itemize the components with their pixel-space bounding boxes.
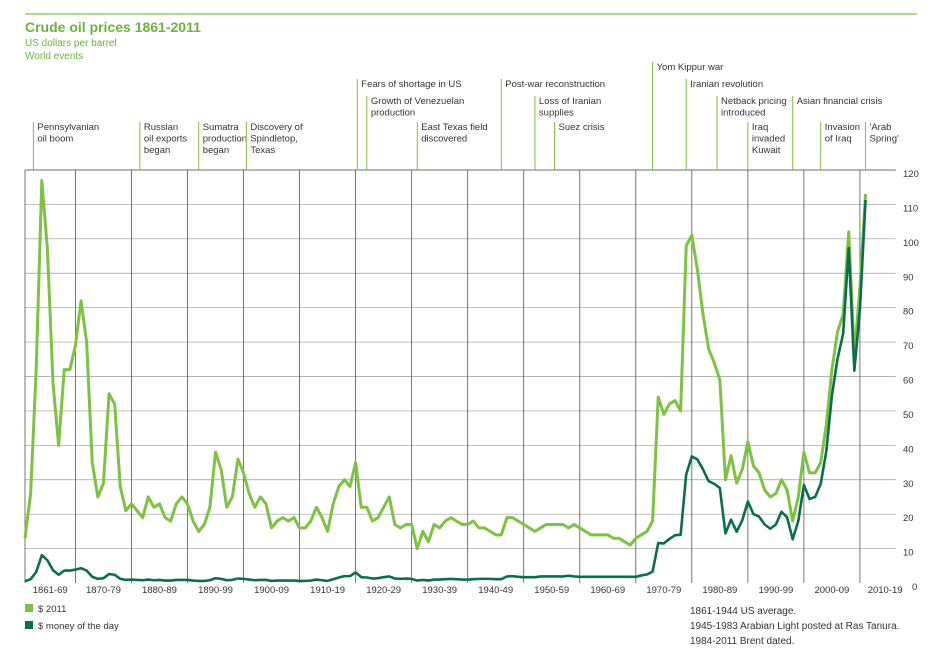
y-tick-label: 110	[903, 203, 918, 214]
event-label: production	[203, 134, 247, 145]
event-label: Kuwait	[752, 145, 781, 156]
y-tick-label: 70	[903, 341, 914, 352]
event-label: Iraq	[752, 122, 768, 133]
x-tick-label: 1930-39	[422, 585, 457, 596]
y-tick-label: 100	[903, 238, 919, 249]
x-tick-label: 1970-79	[646, 585, 681, 596]
event-label: Invasion	[825, 122, 860, 133]
y-tick-label: 20	[903, 513, 914, 524]
x-tick-label: 1890-99	[198, 585, 233, 596]
x-tick-label: 1980-89	[702, 585, 737, 596]
event-label: Suez crisis	[559, 122, 605, 133]
legend-swatch	[25, 621, 33, 629]
event-label: invaded	[752, 134, 785, 145]
y-tick-label: 50	[903, 410, 914, 421]
y-tick-label: 90	[903, 272, 914, 283]
x-tick-label: 1990-99	[758, 585, 793, 596]
x-tick-label: 2010-19	[868, 585, 903, 596]
event-label: oil exports	[144, 134, 188, 145]
event-label: Texas	[250, 145, 275, 156]
event-label: began	[144, 145, 170, 156]
note: 1984-2011 Brent dated.	[690, 636, 794, 647]
event-label: East Texas field	[421, 122, 487, 133]
event-label: Netback pricing	[721, 96, 786, 107]
event-label: Spindletop,	[250, 134, 298, 145]
y-tick-label: 10	[903, 548, 914, 559]
event-label: introduced	[721, 108, 765, 119]
event-label: of Iraq	[825, 134, 852, 145]
event-label: Discovery of	[250, 122, 303, 133]
x-tick-label: 1880-89	[142, 585, 177, 596]
event-label: Pennsylvanian	[37, 122, 99, 133]
event-label: supplies	[539, 108, 574, 119]
event-label: oil boom	[37, 134, 73, 145]
event-label: Asian financial crisis	[797, 96, 883, 107]
y-tick-label: 60	[903, 376, 914, 387]
event-label: Russian	[144, 122, 178, 133]
event-label: Sumatra	[203, 122, 240, 133]
event-label: began	[203, 145, 229, 156]
event-label: Growth of Venezuelan	[371, 96, 464, 107]
event-label: Spring'	[870, 134, 899, 145]
series-line	[24, 199, 867, 583]
x-tick-label: 1960-69	[590, 585, 625, 596]
y-tick-label: 80	[903, 307, 914, 318]
legend-label: $ 2011	[38, 604, 66, 615]
x-tick-label: 1870-79	[86, 585, 121, 596]
note: 1861-1944 US average.	[690, 606, 796, 617]
x-tick-label: 2000-09	[814, 585, 849, 596]
x-tick-label: 1920-29	[366, 585, 401, 596]
legend-label: $ money of the day	[38, 621, 119, 632]
note: 1945-1983 Arabian Light posted at Ras Ta…	[690, 621, 899, 632]
y-tick-label: 0	[912, 582, 917, 593]
legend-swatch	[25, 604, 33, 612]
event-label: Iranian revolution	[690, 79, 763, 90]
event-label: discovered	[421, 134, 467, 145]
y-tick-label: 40	[903, 444, 914, 455]
x-tick-label: 1950-59	[534, 585, 569, 596]
x-tick-label: 1861-69	[33, 585, 68, 596]
event-label: production	[371, 108, 415, 119]
event-label: Fears of shortage in US	[361, 79, 461, 90]
x-tick-label: 1900-09	[254, 585, 289, 596]
series-line	[23, 178, 868, 551]
chart-subtitle: US dollars per barrel	[25, 38, 117, 49]
events-heading: World events	[25, 51, 83, 62]
y-tick-label: 30	[903, 479, 914, 490]
y-tick-label: 120	[903, 169, 919, 180]
chart-title: Crude oil prices 1861-2011	[25, 19, 201, 35]
event-label: Loss of Iranian	[539, 96, 601, 107]
x-tick-label: 1940-49	[478, 585, 513, 596]
event-label: 'Arab	[870, 122, 892, 133]
x-tick-label: 1910-19	[310, 585, 345, 596]
event-label: Post-war reconstruction	[505, 79, 605, 90]
event-label: Yom Kippur war	[657, 62, 724, 73]
